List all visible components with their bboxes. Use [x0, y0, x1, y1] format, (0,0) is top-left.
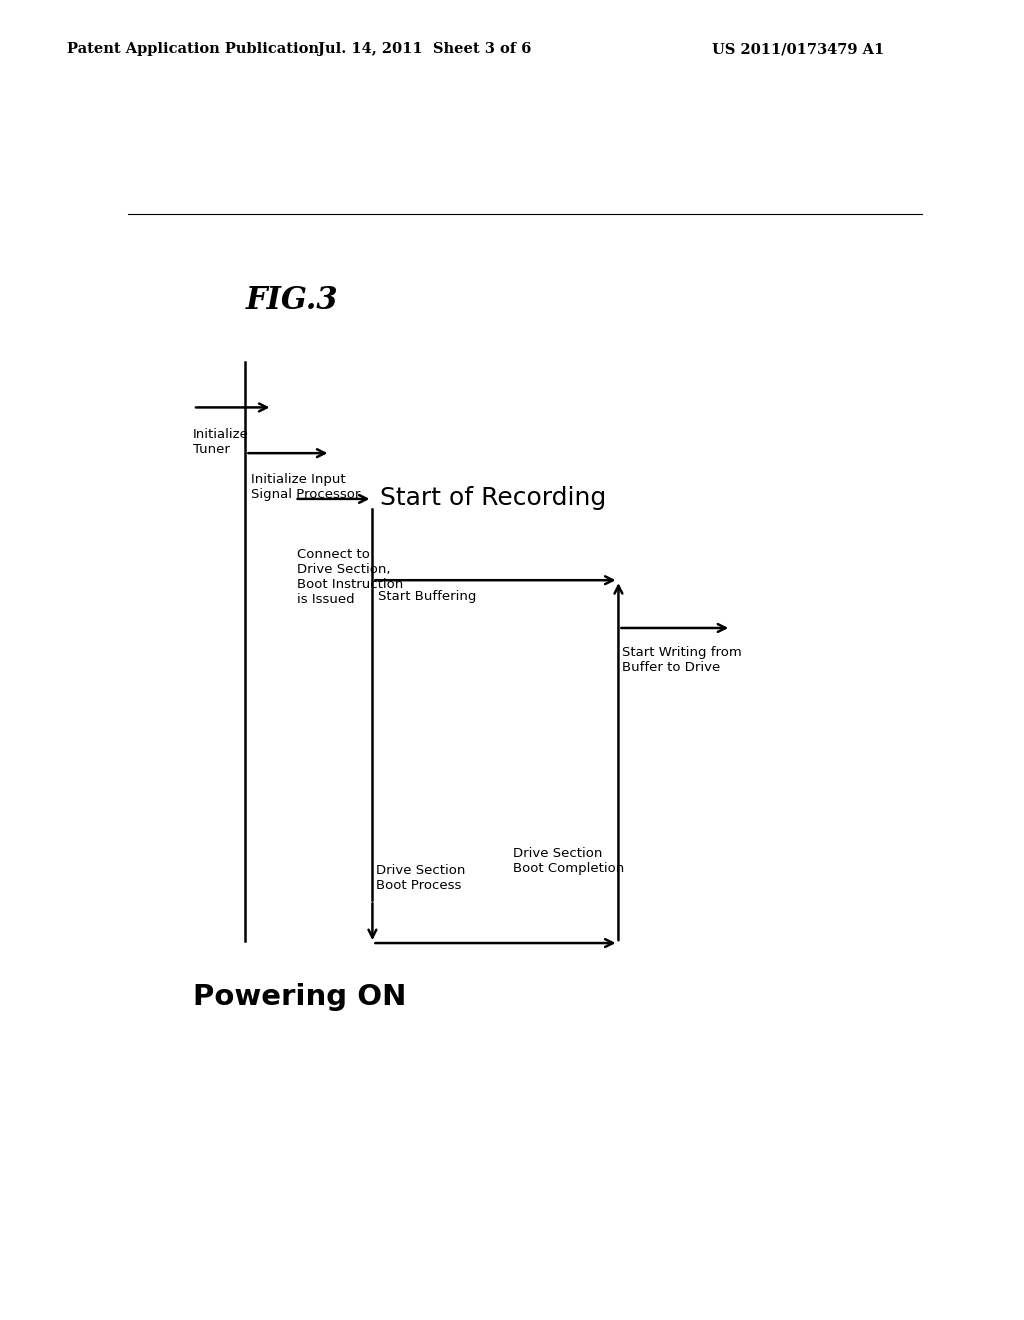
Text: Start Writing from
Buffer to Drive: Start Writing from Buffer to Drive — [623, 647, 742, 675]
Text: Jul. 14, 2011  Sheet 3 of 6: Jul. 14, 2011 Sheet 3 of 6 — [318, 42, 531, 57]
Text: FIG.3: FIG.3 — [246, 285, 338, 315]
Text: Drive Section
Boot Completion: Drive Section Boot Completion — [513, 847, 625, 875]
Text: US 2011/0173479 A1: US 2011/0173479 A1 — [712, 42, 884, 57]
Text: Initialize
Tuner: Initialize Tuner — [194, 428, 249, 455]
Text: Start Buffering: Start Buffering — [378, 590, 476, 603]
Text: Start of Recording: Start of Recording — [380, 486, 606, 510]
Text: Patent Application Publication: Patent Application Publication — [67, 42, 318, 57]
Text: Initialize Input
Signal Processor: Initialize Input Signal Processor — [251, 474, 360, 502]
Text: Powering ON: Powering ON — [194, 983, 407, 1011]
Text: Connect to
Drive Section,
Boot Instruction
is Issued: Connect to Drive Section, Boot Instructi… — [297, 548, 403, 606]
Text: Drive Section
Boot Process: Drive Section Boot Process — [377, 865, 466, 892]
